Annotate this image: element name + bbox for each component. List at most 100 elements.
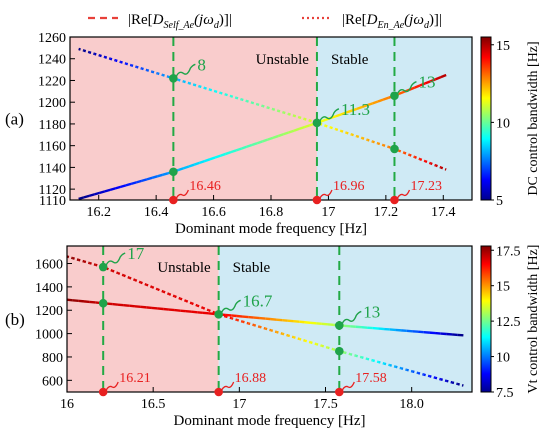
y-tick-label-a-3: 1160 bbox=[39, 140, 66, 155]
series-b-1-segment bbox=[123, 304, 130, 307]
x-tick-label-a-1: 16.4 bbox=[144, 205, 169, 220]
series-a-1-segment bbox=[141, 178, 148, 183]
series-b-0-segment bbox=[451, 381, 459, 386]
x-tick-label-a-5: 17.2 bbox=[374, 205, 399, 220]
series-a-1-segment bbox=[125, 182, 132, 187]
series-a-1-segment bbox=[372, 100, 379, 105]
series-a-1-segment bbox=[115, 185, 121, 190]
series-a-1-segment bbox=[183, 165, 190, 170]
plot-frame-b bbox=[66, 245, 473, 393]
series-b-0-segment bbox=[202, 306, 210, 312]
series-a-0-segment bbox=[136, 65, 142, 70]
series-a-0-segment bbox=[183, 80, 190, 85]
panel-label-b: (b) bbox=[5, 310, 25, 329]
series-b-0-segment bbox=[310, 341, 317, 346]
series-a-0-segment bbox=[99, 54, 106, 59]
freq-label-b-0: 16.21 bbox=[119, 371, 151, 386]
colorbar-label-a: DC control bandwidth [Hz] bbox=[526, 41, 541, 195]
freq-leader-b-1 bbox=[221, 381, 235, 391]
series-b-0-segment bbox=[315, 342, 323, 347]
x-tick-label-b-3: 17.5 bbox=[313, 397, 338, 412]
series-b-0-segment bbox=[225, 315, 232, 320]
series-a-0-segment bbox=[340, 129, 347, 134]
bandwidth-label-b-1: 16.7 bbox=[243, 291, 273, 310]
series-b-0-segment bbox=[383, 362, 391, 367]
series-a-0-segment bbox=[230, 94, 237, 99]
series-a-1-segment bbox=[120, 184, 127, 189]
series-a-0-segment bbox=[272, 108, 279, 112]
series-a-0-segment bbox=[398, 149, 405, 154]
series-b-1-segment bbox=[112, 302, 119, 306]
series-b-0-segment bbox=[179, 297, 187, 303]
series-b-0-segment bbox=[151, 285, 159, 291]
freq-marker-b-2 bbox=[334, 387, 344, 397]
series-a-1-segment bbox=[209, 156, 216, 161]
series-b-0-segment bbox=[134, 278, 142, 284]
freq-label-b-1: 16.88 bbox=[235, 371, 267, 386]
x-tick-label-a-3: 16.8 bbox=[259, 205, 284, 220]
series-a-1-segment bbox=[356, 105, 363, 110]
marker-a-1 bbox=[169, 167, 178, 177]
series-b-1-segment bbox=[327, 323, 334, 327]
freq-leader-b-2 bbox=[341, 381, 355, 391]
series-b-1-segment bbox=[197, 311, 204, 315]
series-b-0-segment bbox=[66, 255, 73, 260]
series-b-0-segment bbox=[355, 354, 362, 359]
series-a-0-segment bbox=[214, 90, 221, 95]
y-tick-label-a-0: 1110 bbox=[39, 194, 66, 209]
series-a-0-segment bbox=[408, 153, 416, 159]
series-b-1-segment bbox=[208, 312, 215, 316]
series-b-1-segment bbox=[180, 309, 187, 313]
series-a-1-segment bbox=[419, 82, 426, 87]
series-a-1-segment bbox=[288, 129, 295, 134]
series-b-0-segment bbox=[457, 382, 464, 387]
series-b-1-segment bbox=[129, 304, 136, 308]
freq-leader-a-2 bbox=[396, 189, 411, 199]
freq-marker-b-0 bbox=[98, 387, 108, 397]
series-a-0-segment bbox=[204, 86, 211, 91]
legend-label-en: |Re[DEn_Ae(jωd)]| bbox=[342, 12, 442, 31]
x-tick-label-b-2: 17 bbox=[232, 397, 246, 412]
legend-label-self: |Re[DSelf_Ae(jωd)]| bbox=[128, 12, 232, 31]
y-tick-label-b-4: 1400 bbox=[35, 281, 63, 296]
series-a-1-segment bbox=[335, 113, 342, 118]
series-a-1-segment bbox=[345, 109, 353, 114]
series-a-1-segment bbox=[367, 102, 374, 107]
series-b-1-segment bbox=[174, 308, 181, 312]
series-b-1-segment bbox=[83, 300, 90, 304]
series-b-0-segment bbox=[434, 376, 442, 381]
series-b-1-segment bbox=[89, 300, 96, 304]
series-b-1-segment bbox=[185, 309, 192, 313]
series-a-0-segment bbox=[346, 131, 353, 136]
series-b-1-segment bbox=[248, 315, 254, 319]
series-b-1-segment bbox=[253, 316, 260, 320]
series-b-0-segment bbox=[106, 267, 113, 272]
series-b-0-segment bbox=[344, 351, 351, 356]
series-a-0-segment bbox=[419, 157, 426, 163]
bandwidth-label-b-0: 17 bbox=[127, 244, 145, 263]
series-b-0-segment bbox=[287, 334, 294, 339]
series-b-1-segment bbox=[259, 316, 266, 320]
series-a-1-segment bbox=[240, 145, 248, 150]
series-b-1-segment bbox=[236, 314, 243, 318]
series-a-0-segment bbox=[220, 91, 226, 96]
series-a-1-segment bbox=[340, 111, 347, 116]
bandwidth-leader-b-0 bbox=[105, 252, 126, 266]
series-b-0-segment bbox=[270, 329, 277, 334]
series-a-1-segment bbox=[94, 191, 100, 196]
series-a-0-segment bbox=[330, 126, 337, 131]
series-a-0-segment bbox=[88, 51, 95, 55]
series-a-1-segment bbox=[398, 90, 405, 96]
series-a-1-segment bbox=[251, 142, 258, 147]
series-b-0-segment bbox=[185, 299, 193, 305]
bandwidth-label-b-2: 13 bbox=[363, 302, 380, 321]
series-b-0-segment bbox=[423, 373, 430, 378]
bandwidth-leader-a-1 bbox=[319, 108, 340, 122]
bandwidth-leader-a-2 bbox=[396, 81, 417, 95]
series-a-1-segment bbox=[267, 136, 274, 141]
series-a-1-segment bbox=[293, 127, 300, 132]
series-b-0-segment bbox=[89, 261, 96, 266]
series-a-0-segment bbox=[178, 78, 184, 83]
x-tick-label-b-0: 16 bbox=[60, 397, 74, 412]
series-a-0-segment bbox=[162, 73, 169, 78]
